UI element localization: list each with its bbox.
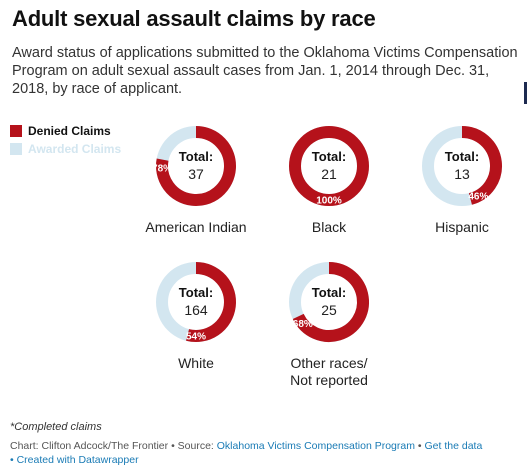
- legend-swatch-denied: [10, 125, 22, 137]
- footer-separator: •: [414, 440, 425, 452]
- donut-category-label: White: [178, 355, 214, 371]
- chart-footer: Chart: Clifton Adcock/The Frontier • Sou…: [10, 439, 510, 467]
- donut-denied-segment: [461, 126, 502, 205]
- donut-total-label: Total:: [179, 285, 213, 300]
- donut-total-value: 13: [454, 166, 470, 182]
- donut-total-label: Total:: [312, 285, 346, 300]
- donut-total-value: 164: [184, 302, 208, 318]
- legend-swatch-awarded: [10, 143, 22, 155]
- donut-category-label: Hispanic: [435, 219, 489, 235]
- donut-denied-segment: [186, 262, 236, 342]
- donut-total-value: 37: [188, 166, 204, 182]
- donut-total-label: Total:: [312, 149, 346, 164]
- donut-black: Total: 21 100% Black: [289, 126, 369, 235]
- donut-total-label: Total:: [179, 149, 213, 164]
- source-credit: Chart: Clifton Adcock/The Frontier • Sou…: [10, 440, 217, 452]
- datawrapper-link[interactable]: • Created with Datawrapper: [10, 454, 139, 466]
- donut-denied-segment: [156, 126, 236, 206]
- legend: Denied Claims Awarded Claims: [10, 122, 121, 158]
- donut-denied-pct-label: 68%: [293, 319, 313, 330]
- donut-denied-pct-label: 54%: [186, 332, 206, 343]
- donut-denied-pct-label: 46%: [468, 191, 488, 202]
- edge-marker: [524, 82, 527, 104]
- get-data-link[interactable]: Get the data: [424, 440, 483, 452]
- donut-white: Total: 164 54% White: [156, 262, 236, 371]
- donut-total-value: 25: [321, 302, 337, 318]
- source-link[interactable]: Oklahoma Victims Compensation Program: [216, 440, 415, 452]
- donut-category-label: American Indian: [145, 219, 246, 235]
- donut-american-indian: Total: 37 78% American Indian: [145, 126, 247, 235]
- donut-total-label: Total:: [445, 149, 479, 164]
- chart-subtitle: Award status of applications submitted t…: [12, 45, 518, 97]
- donut-other-races-not-reported: Total: 25 68% Other races/Not reported: [289, 262, 369, 388]
- donut-denied-segment: [289, 126, 369, 206]
- donut-total-value: 21: [321, 166, 337, 182]
- legend-label-awarded: Awarded Claims: [28, 142, 122, 156]
- chart-title: Adult sexual assault claims by race: [12, 6, 376, 31]
- donut-denied-pct-label: 100%: [316, 196, 342, 207]
- legend-label-denied: Denied Claims: [28, 124, 111, 138]
- footnote: *Completed claims: [10, 421, 102, 433]
- legend-item-denied: Denied Claims: [10, 122, 121, 140]
- donut-category-label: Black: [312, 219, 347, 235]
- donut-denied-pct-label: 78%: [152, 164, 172, 175]
- donut-category-label: Other races/Not reported: [290, 355, 368, 388]
- donut-denied-segment: [292, 262, 369, 342]
- legend-item-awarded: Awarded Claims: [10, 140, 121, 158]
- donut-charts: Total: 37 78% American Indian Total: 21 100% Bl…: [145, 126, 502, 388]
- donut-hispanic: Total: 13 46% Hispanic: [422, 126, 502, 235]
